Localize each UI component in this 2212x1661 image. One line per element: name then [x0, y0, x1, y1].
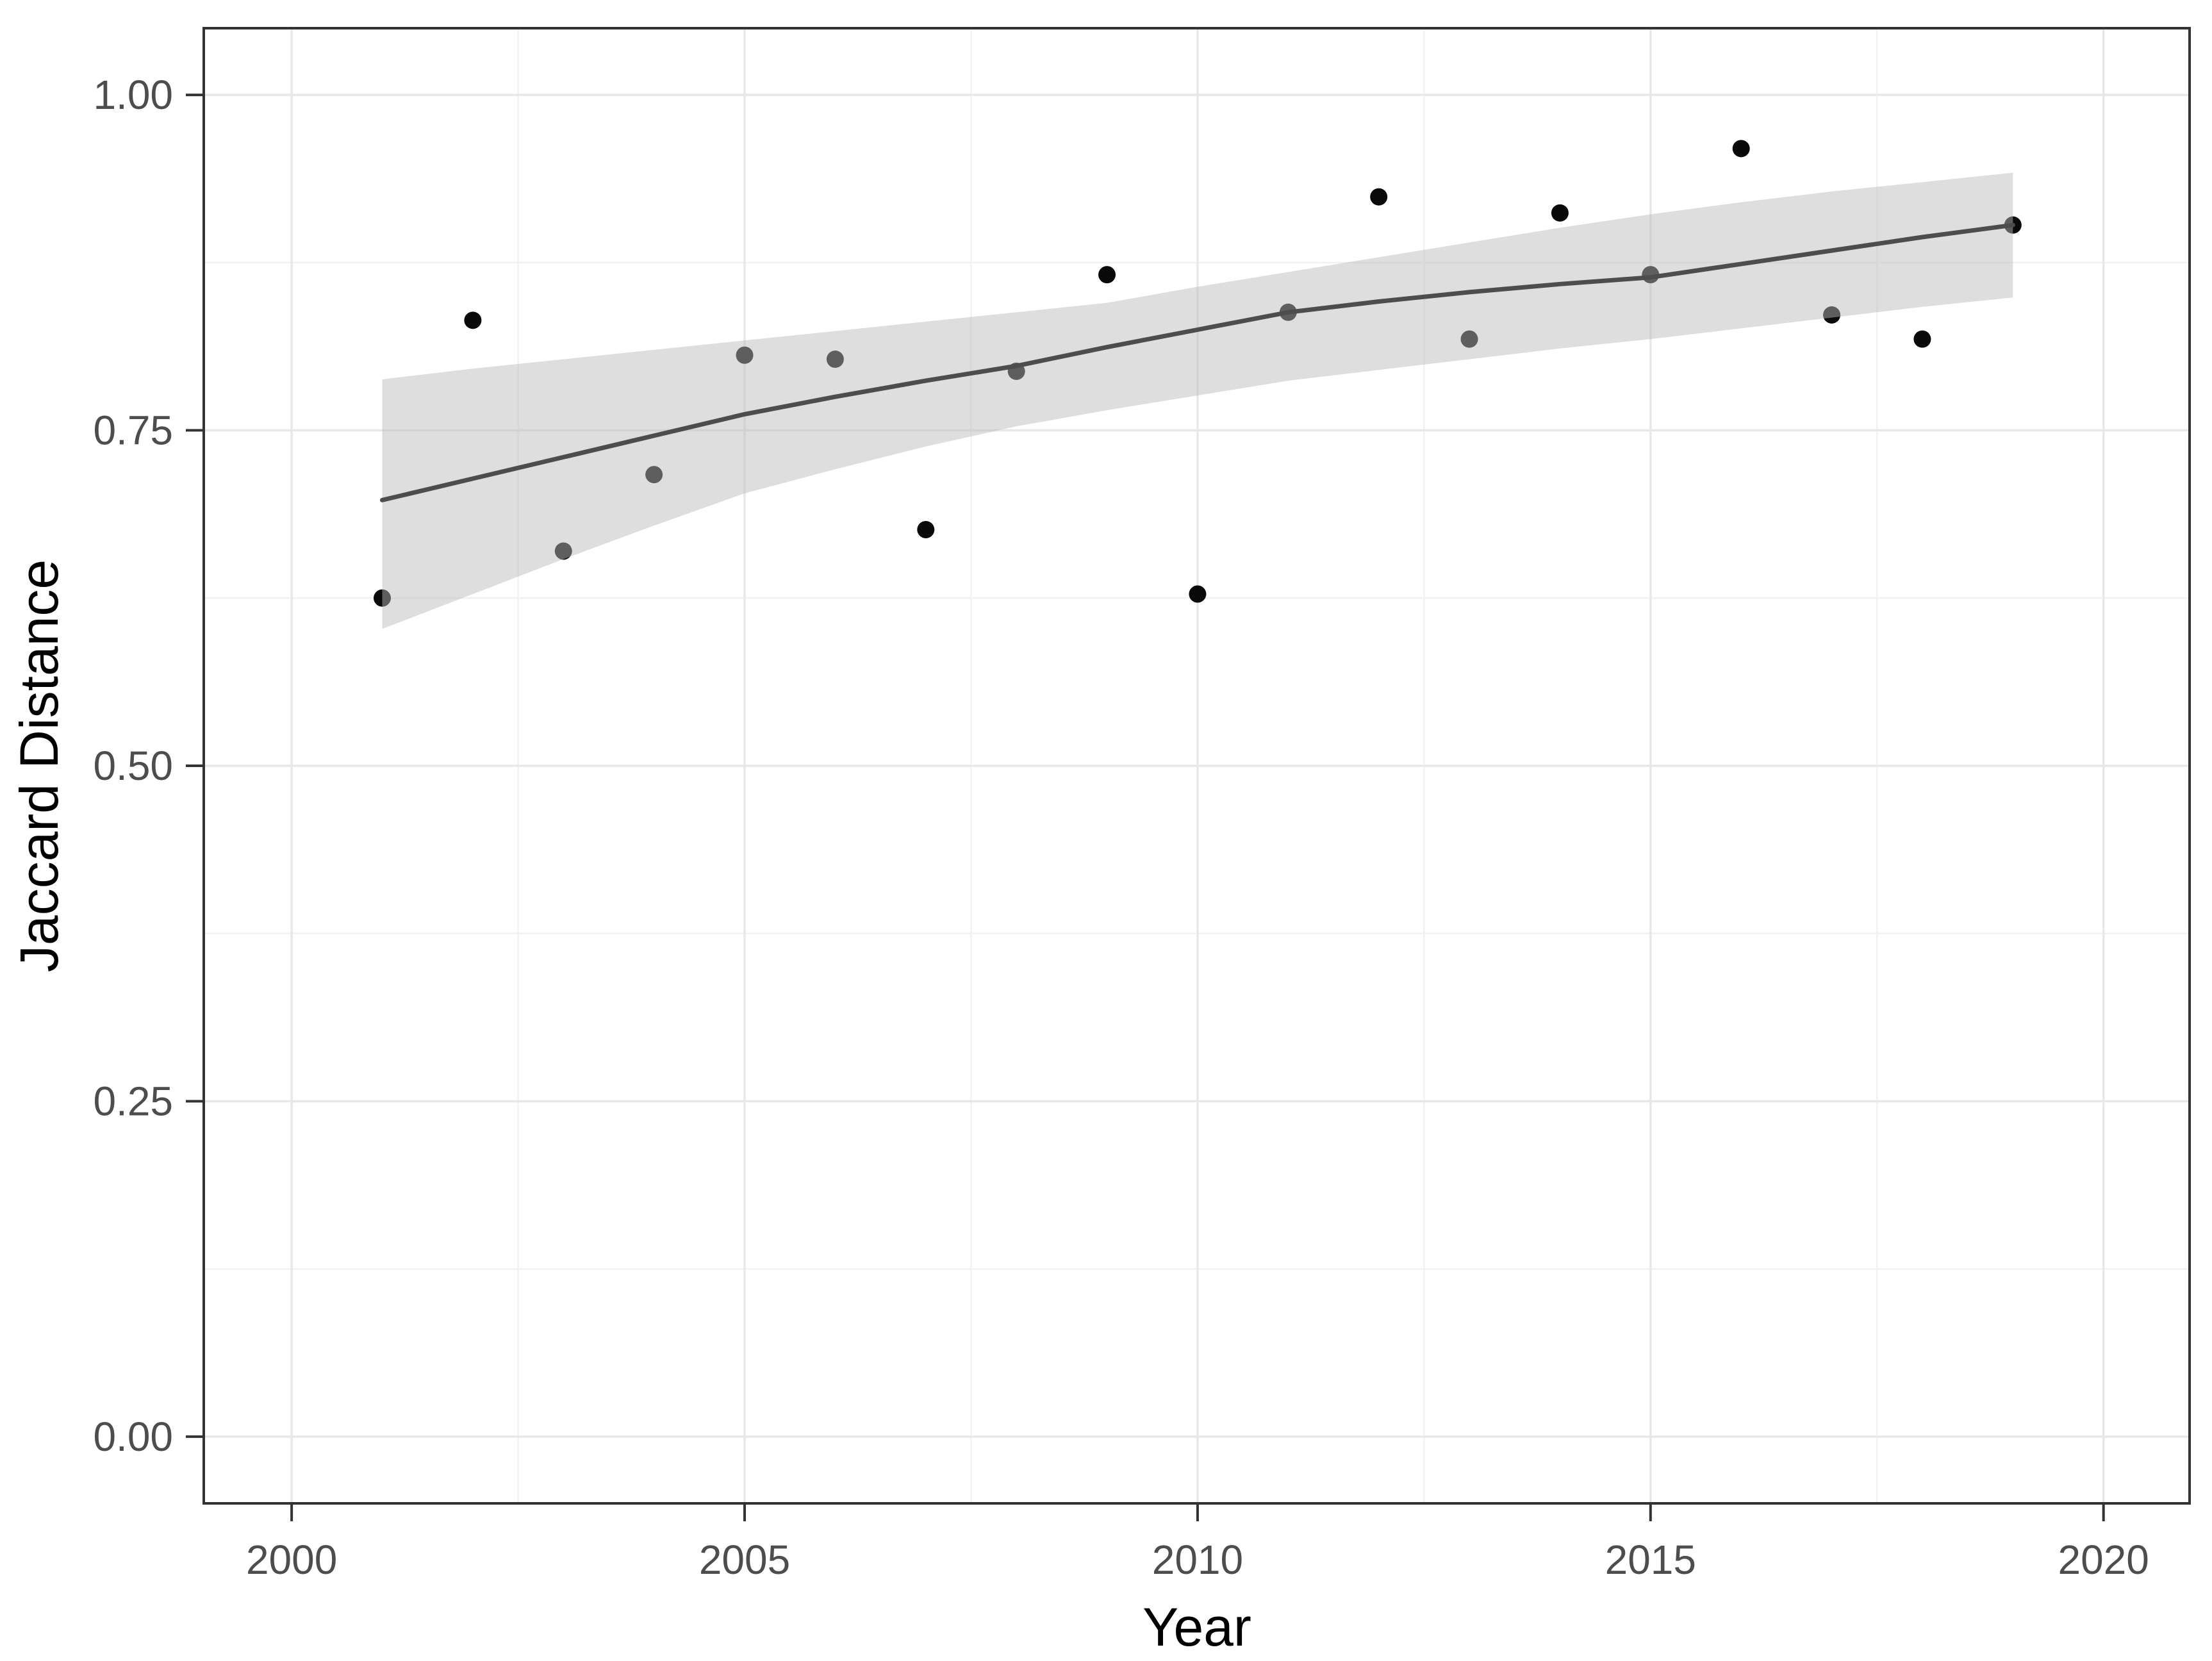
x-tick-label: 2005	[699, 1537, 790, 1583]
x-axis-title: Year	[1143, 1597, 1251, 1657]
data-point	[1189, 585, 1207, 603]
data-point	[1913, 330, 1931, 348]
data-point	[374, 589, 392, 607]
y-tick-label: 0.00	[93, 1414, 173, 1460]
data-point	[826, 351, 844, 368]
smooth-layer	[380, 172, 2015, 629]
y-tick-label: 0.75	[93, 408, 173, 454]
data-point	[464, 311, 482, 329]
data-point	[1551, 204, 1569, 222]
data-point	[1732, 140, 1750, 158]
data-point	[1370, 188, 1388, 206]
y-tick-label: 0.25	[93, 1078, 173, 1124]
y-tick-label: 1.00	[93, 72, 173, 118]
data-point	[1823, 306, 1841, 324]
data-point	[645, 466, 663, 484]
y-axis-title: Jaccard Distance	[9, 559, 69, 972]
data-point	[1460, 330, 1478, 348]
axes-layer: 2000 2005 2010 2015 2020 1.00 0.75 0.50 0.25 0.00	[93, 72, 2149, 1583]
x-tick-label: 2010	[1152, 1537, 1243, 1583]
smooth-trend-line	[380, 222, 2015, 502]
data-point	[1098, 266, 1116, 284]
data-point	[736, 346, 754, 364]
x-tick-label: 2015	[1605, 1537, 1696, 1583]
data-point	[917, 520, 935, 538]
y-tick-label: 0.50	[93, 743, 173, 789]
data-point	[554, 542, 572, 560]
x-tick-label: 2000	[246, 1537, 337, 1583]
confidence-ribbon	[382, 172, 2013, 629]
gridlines-layer	[204, 28, 2190, 1503]
x-tick-label: 2020	[2058, 1537, 2149, 1583]
